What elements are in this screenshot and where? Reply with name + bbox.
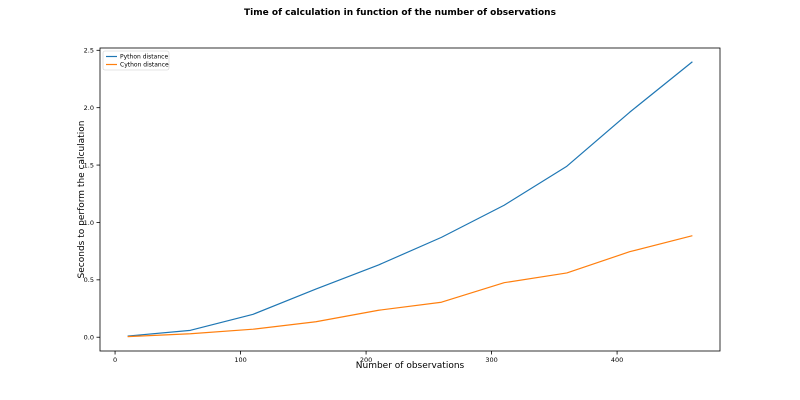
y-tick-label: 1.5 xyxy=(84,161,94,169)
x-axis: 0 100 200 300 400 xyxy=(113,351,623,364)
legend: Python distance Cython distance xyxy=(102,50,170,71)
series-lines xyxy=(127,61,693,338)
x-tick-label: 300 xyxy=(485,356,497,364)
x-tick-label: 0 xyxy=(113,356,117,364)
y-tick-label: 0.5 xyxy=(84,276,94,284)
chart-title: Time of calculation in function of the n… xyxy=(244,8,556,18)
y-axis-label: Seconds to perform the calculation xyxy=(77,121,87,279)
x-tick-label: 200 xyxy=(360,356,372,364)
x-tick-label: 100 xyxy=(234,356,246,364)
x-axis-label: Number of observations xyxy=(356,361,465,371)
legend-label-cython: Cython distance xyxy=(120,62,169,69)
y-tick-label: 2.0 xyxy=(84,104,94,112)
x-tick-label: 400 xyxy=(611,356,623,364)
plot-area xyxy=(99,47,721,352)
legend-label-python: Python distance xyxy=(120,54,168,61)
y-tick-label: 1.0 xyxy=(84,219,94,227)
y-tick-label: 2.5 xyxy=(84,47,94,55)
legend-box xyxy=(102,50,170,71)
cython-distance-line xyxy=(127,235,693,338)
python-distance-line xyxy=(127,61,693,337)
y-tick-label: 0.0 xyxy=(84,334,94,342)
y-axis: 0.0 0.5 1.0 1.5 2.0 2.5 xyxy=(84,47,100,342)
